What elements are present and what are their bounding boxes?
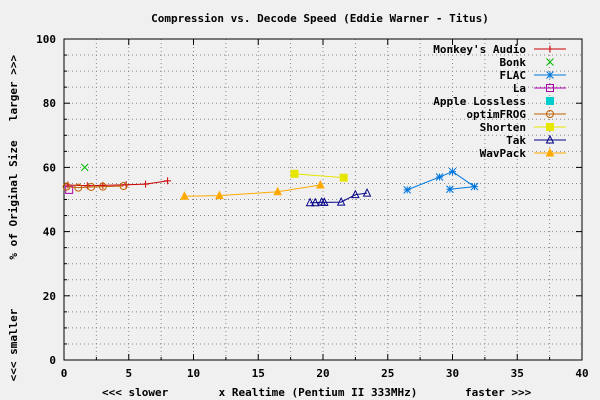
x-axis-label: x Realtime (Pentium II 333MHz)	[219, 386, 418, 399]
x-tick-label: 0	[61, 367, 68, 380]
y-axis-label-bottom: <<< smaller	[7, 308, 20, 381]
legend-label-apple-lossless: Apple Lossless	[433, 95, 526, 108]
data-point-tak	[310, 197, 320, 207]
series-bonk	[80, 163, 89, 172]
legend-marker-flac	[546, 71, 554, 79]
chart-title: Compression vs. Decode Speed (Eddie Warn…	[151, 12, 489, 25]
data-point-flac	[403, 186, 412, 194]
y-tick-label: 40	[43, 226, 56, 239]
legend-marker-apple-lossless	[546, 97, 554, 105]
data-point-flac	[448, 167, 457, 176]
legend-label-monkey-s-audio: Monkey's Audio	[433, 43, 526, 56]
data-point-wavpack	[180, 191, 189, 200]
legend-marker-bonk	[546, 58, 554, 66]
data-point-monkey-s-audio	[83, 182, 91, 190]
x-tick-label: 20	[316, 367, 329, 380]
y-axis-label-top: larger >>>	[7, 55, 20, 122]
x-tick-label: 15	[252, 367, 265, 380]
data-point-tak	[336, 196, 346, 206]
y-tick-label: 60	[43, 161, 56, 174]
y-tick-label: 100	[36, 33, 56, 46]
legend-marker-monkey-s-audio	[546, 45, 554, 53]
grid	[64, 39, 582, 360]
x-tick-label: 30	[446, 367, 459, 380]
legend-label-tak: Tak	[506, 134, 526, 147]
data-point-monkey-s-audio	[142, 180, 150, 188]
series-wavpack	[180, 179, 325, 200]
series-tak	[305, 187, 372, 207]
legend-label-flac: FLAC	[500, 69, 527, 82]
data-point-flac	[446, 185, 454, 194]
data-point-flac	[435, 173, 444, 181]
legend-label-shorten: Shorten	[480, 121, 526, 134]
x-tick-label: 35	[511, 367, 524, 380]
data-point-shorten	[339, 173, 348, 182]
data-point-optimfrog	[62, 182, 71, 191]
series-monkey-s-audio	[64, 177, 172, 190]
data-point-optimfrog	[119, 182, 128, 191]
data-point-tak	[351, 189, 360, 199]
data-point-optimfrog	[98, 182, 107, 191]
data-point-tak	[319, 197, 329, 206]
data-point-shorten	[290, 169, 299, 178]
data-point-wavpack	[273, 186, 282, 196]
legend-marker-optimfrog	[546, 110, 554, 118]
x-axis-label-left: <<< slower	[102, 386, 169, 399]
x-tick-label: 25	[381, 367, 394, 380]
data-point-flac	[470, 182, 479, 191]
series-optimfrog	[62, 182, 128, 192]
data-point-wavpack	[316, 179, 325, 189]
data-point-bonk	[80, 163, 89, 172]
data-point-wavpack	[215, 190, 224, 200]
series-shorten	[290, 169, 348, 182]
x-ticks: 0 5 10 15 20 25 30 35 40	[61, 39, 589, 380]
series-line-shorten	[294, 173, 344, 179]
legend-label-wavpack: WavPack	[480, 147, 527, 160]
legend-marker-la	[546, 84, 554, 92]
data-point-optimfrog	[74, 183, 83, 192]
legend-label-bonk: Bonk	[500, 56, 527, 69]
data-point-tak	[362, 187, 372, 197]
series-flac	[403, 167, 479, 194]
data-point-tak	[305, 197, 315, 207]
data-point-monkey-s-audio	[122, 181, 130, 189]
y-tick-label: 0	[49, 354, 56, 367]
y-axis-label: % of Original Size	[7, 140, 20, 260]
x-tick-label: 40	[575, 367, 588, 380]
legend-label-optimfrog: optimFROG	[466, 108, 526, 121]
y-ticks: 0 20 40 60 80 100	[36, 33, 582, 367]
legend-marker-shorten	[546, 123, 554, 131]
data-point-optimfrog	[87, 182, 96, 191]
legend-marker-tak	[545, 134, 555, 144]
legend-label-la: La	[513, 82, 526, 95]
series-layer	[62, 163, 479, 207]
x-tick-label: 5	[125, 367, 132, 380]
data-point-monkey-s-audio	[164, 177, 172, 185]
x-tick-label: 10	[187, 367, 200, 380]
series-line-wavpack	[184, 184, 321, 197]
y-tick-label: 80	[43, 97, 56, 110]
x-axis-label-right: faster >>>	[465, 386, 532, 399]
y-tick-label: 20	[43, 290, 56, 303]
legend-marker-wavpack	[545, 147, 555, 157]
